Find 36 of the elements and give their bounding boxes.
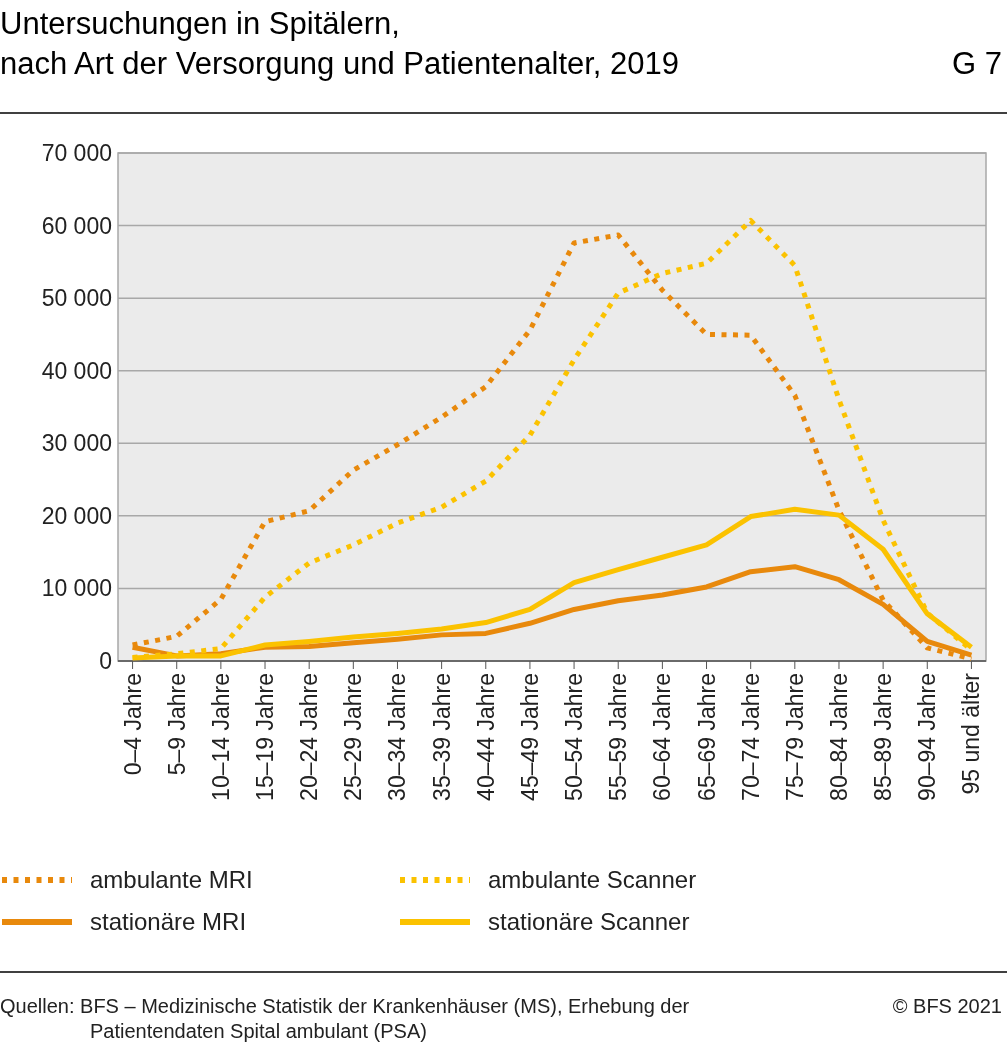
x-tick-label: 10–14 Jahre: [207, 673, 234, 801]
legend-label: stationäre Scanner: [488, 908, 690, 936]
text: G 7: [952, 46, 1002, 81]
x-tick-label: 15–19 Jahre: [252, 673, 279, 801]
y-tick-label: 10 000: [41, 575, 112, 602]
legend-label: stationäre MRI: [90, 908, 247, 936]
x-tick-label: 80–84 Jahre: [825, 673, 852, 801]
y-tick-label: 20 000: [41, 502, 112, 529]
x-tick-label: 25–29 Jahre: [340, 673, 367, 801]
x-tick-label: 40–44 Jahre: [472, 673, 499, 801]
x-tick-label: 45–49 Jahre: [516, 673, 543, 801]
y-tick-label: 0: [99, 648, 112, 675]
x-tick-label: 95 und älter: [958, 672, 985, 795]
x-tick-label: 50–54 Jahre: [561, 673, 588, 801]
x-tick-label: 20–24 Jahre: [296, 673, 323, 801]
x-tick-label: 5–9 Jahre: [163, 673, 190, 776]
y-tick-label: 30 000: [41, 430, 112, 457]
x-tick-label: 65–69 Jahre: [693, 673, 720, 801]
x-tick-label: 90–94 Jahre: [914, 673, 941, 801]
x-tick-label: 35–39 Jahre: [428, 673, 455, 801]
source-note: Quellen: BFS – Medizinische Statistik der Krankenhäuser (MS), Erhebung der Patientendaten Spital ambulant (PSA): [0, 995, 690, 1042]
y-tick-label: 70 000: [41, 140, 112, 167]
chart-title: Untersuchungen in Spitälern, nach Art der Versorgung und Patientenalter, 2019: [0, 6, 680, 81]
y-tick-label: 50 000: [41, 285, 112, 312]
x-tick-label: 70–74 Jahre: [737, 673, 764, 801]
x-tick-label: 75–79 Jahre: [781, 673, 808, 801]
text: © BFS 2021: [892, 995, 1002, 1017]
x-tick-label: 0–4 Jahre: [119, 673, 146, 776]
x-tick-label: 55–59 Jahre: [605, 673, 632, 801]
legend-label: ambulante Scanner: [488, 866, 697, 894]
x-tick-label: 60–64 Jahre: [649, 673, 676, 801]
legend-label: ambulante MRI: [90, 866, 253, 894]
x-tick-label: 30–34 Jahre: [384, 673, 411, 801]
y-tick-label: 60 000: [41, 212, 112, 239]
y-tick-label: 40 000: [41, 357, 112, 384]
x-tick-label: 85–89 Jahre: [870, 673, 897, 801]
